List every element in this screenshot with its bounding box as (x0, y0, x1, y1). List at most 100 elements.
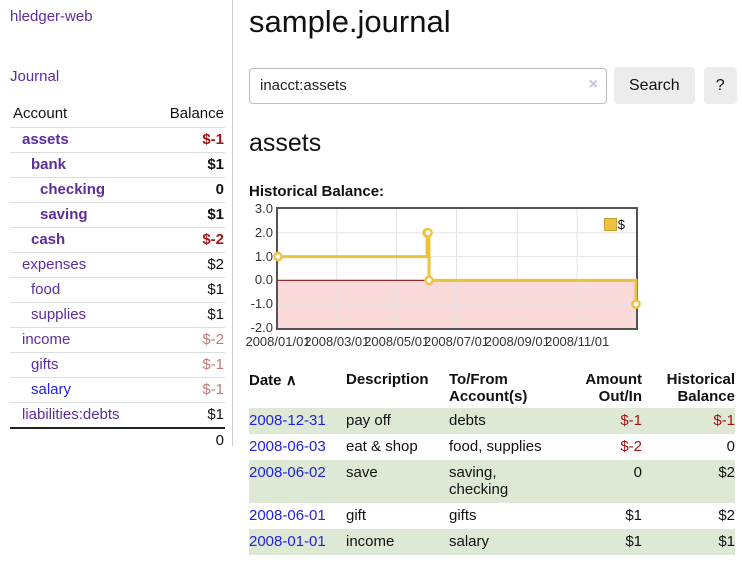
transaction-date-link[interactable]: 2008-12-31 (249, 412, 326, 429)
search-button[interactable]: Search (614, 67, 695, 104)
accounts-header-row: Account Balance (10, 101, 225, 128)
transaction-date-link[interactable]: 2008-06-02 (249, 464, 326, 481)
app-title-link[interactable]: hledger-web (10, 8, 93, 25)
transaction-balance: $1 (718, 533, 735, 550)
account-balance: $1 (150, 152, 225, 178)
account-row: liabilities:debts $1 (10, 402, 225, 428)
transaction-accounts: salary (449, 533, 490, 550)
search-box: × (249, 67, 607, 104)
accounts-header-balance: Balance (169, 105, 224, 122)
register-row: 2008-06-01 gift gifts $1 $2 (249, 503, 735, 529)
transaction-date-link[interactable]: 2008-06-03 (249, 438, 326, 455)
help-button[interactable]: ? (703, 67, 737, 104)
register-header-balance: Historical Balance (666, 371, 735, 405)
transaction-amount: $-2 (620, 438, 642, 455)
account-link[interactable]: food (31, 281, 61, 298)
chart-plot-area: $ (273, 207, 641, 330)
register-row: 2008-06-02 save saving, checking 0 $2 (249, 460, 735, 503)
transaction-balance: $2 (718, 464, 735, 481)
account-row: checking 0 (10, 177, 225, 203)
search-form: × Search ? (249, 67, 739, 104)
transaction-description: save (346, 464, 378, 481)
account-balance: $2 (150, 252, 225, 278)
y-axis-tick-label: -1.0 (250, 296, 273, 312)
search-input[interactable] (249, 67, 607, 104)
transaction-accounts: food, supplies (449, 438, 542, 455)
account-link[interactable]: saving (40, 206, 88, 223)
y-axis-tick-label: 2.0 (254, 224, 273, 240)
account-row: expenses $2 (10, 252, 225, 278)
register-header-accounts: To/From Account(s) (449, 371, 528, 405)
transaction-amount: $1 (625, 507, 642, 524)
clear-search-icon[interactable]: × (588, 75, 598, 93)
y-axis-tick-label: 3.0 (254, 201, 273, 216)
x-axis-tick-label: 2008/09/01 (484, 334, 550, 349)
transaction-balance: $-1 (713, 412, 735, 429)
account-balance: $-2 (150, 227, 225, 253)
accounts-header-account: Account (13, 105, 68, 122)
account-balance: 0 (150, 177, 225, 203)
transaction-date-link[interactable]: 2008-06-01 (249, 507, 326, 524)
transaction-description: gift (346, 507, 367, 524)
accounts-total-spacer (10, 427, 151, 453)
account-row: assets $-1 (10, 127, 225, 153)
transaction-description: pay off (346, 412, 391, 429)
transaction-accounts: debts (449, 412, 486, 429)
register-header-description: Description (346, 371, 429, 388)
account-link[interactable]: cash (31, 231, 66, 248)
register-row: 2008-12-31 pay off debts $-1 $-1 (249, 408, 735, 434)
transaction-date-link[interactable]: 2008-01-01 (249, 533, 326, 550)
x-axis-tick-label: 2008/11/01 (545, 334, 610, 349)
account-link[interactable]: checking (40, 181, 106, 198)
page-title: sample.journal (249, 4, 451, 39)
account-link[interactable]: salary (31, 381, 72, 398)
account-row: food $1 (10, 277, 225, 303)
legend-label: $ (617, 217, 625, 232)
y-axis-tick-label: 1.0 (254, 248, 273, 264)
account-row: cash $-2 (10, 227, 225, 253)
sidebar-item-journal[interactable]: Journal (10, 68, 60, 85)
register-header-date[interactable]: Date ∧ (249, 372, 297, 389)
transaction-accounts: saving, checking (449, 464, 509, 498)
account-link[interactable]: liabilities:debts (22, 406, 120, 423)
account-row: gifts $-1 (10, 352, 225, 378)
transaction-description: eat & shop (346, 438, 418, 455)
x-axis-tick-label: 2008/01/01 (245, 334, 311, 349)
register-header-row: Date ∧ Description To/From Account(s) Am… (249, 369, 735, 408)
register-table: Date ∧ Description To/From Account(s) Am… (249, 369, 735, 555)
sort-asc-icon: ∧ (285, 372, 297, 389)
account-balance: $1 (150, 202, 225, 228)
account-link[interactable]: assets (22, 131, 69, 148)
transaction-description: income (346, 533, 395, 550)
transaction-balance: 0 (726, 438, 735, 455)
register-row: 2008-01-01 income salary $1 $1 (249, 529, 735, 555)
account-balance: $1 (150, 302, 225, 328)
account-balance: $1 (150, 402, 225, 428)
account-balance: $-1 (150, 352, 225, 378)
account-balance: $-1 (150, 127, 225, 153)
register-row: 2008-06-03 eat & shop food, supplies $-2 0 (249, 434, 735, 460)
account-link[interactable]: expenses (22, 256, 87, 273)
account-link[interactable]: gifts (31, 356, 59, 373)
transaction-amount: 0 (633, 464, 642, 481)
account-row: income $-2 (10, 327, 225, 353)
chart-title: Historical Balance: (249, 183, 385, 200)
account-row: saving $1 (10, 202, 225, 228)
account-row: bank $1 (10, 152, 225, 178)
register-header-amount: Amount Out/In (585, 371, 642, 405)
account-balance: $-2 (150, 327, 225, 353)
account-balance: $-1 (150, 377, 225, 403)
account-row: salary $-1 (10, 377, 225, 403)
accounts-total-row: 0 (10, 427, 225, 453)
sidebar: hledger-web Journal Account Balance asse… (0, 0, 233, 453)
account-link[interactable]: supplies (31, 306, 87, 323)
accounts-table: Account Balance assets $-1 bank $1 checking 0… (10, 101, 225, 453)
x-axis-tick-label: 2008/03/01 (304, 334, 370, 349)
legend-swatch-icon (603, 218, 617, 231)
account-row: supplies $1 (10, 302, 225, 328)
transaction-amount: $-1 (620, 412, 642, 429)
main-content: sample.journal × Search ? assets Histori… (245, 0, 739, 555)
transaction-amount: $1 (625, 533, 642, 550)
account-link[interactable]: income (22, 331, 71, 348)
account-link[interactable]: bank (31, 156, 67, 173)
